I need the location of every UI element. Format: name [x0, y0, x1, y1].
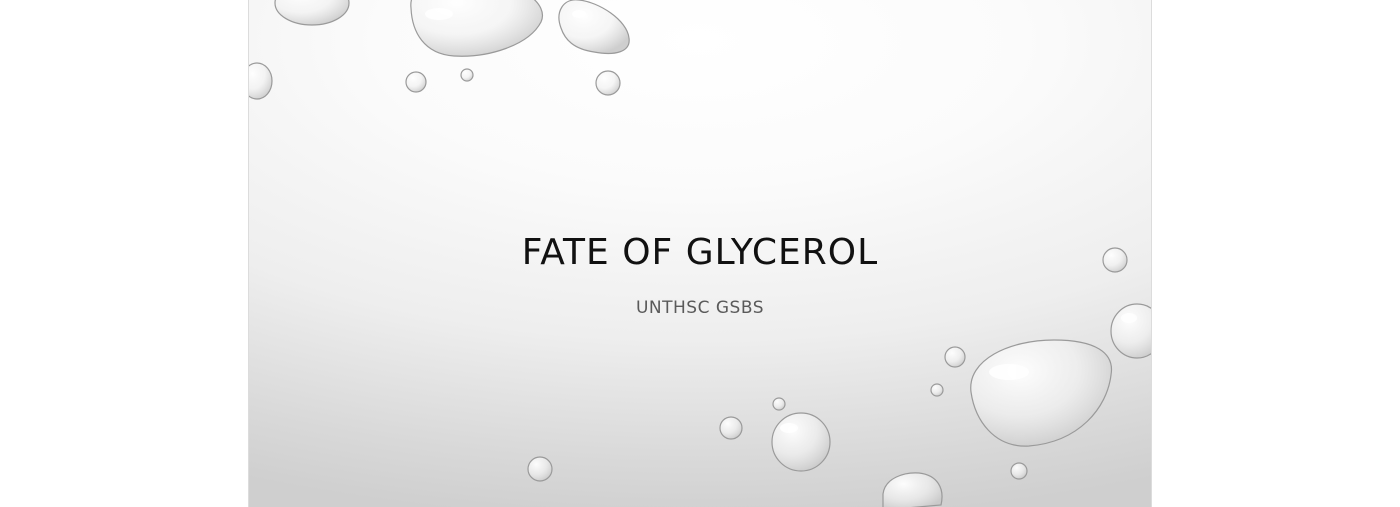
slide-subtitle: UNTHSC GSBS — [635, 298, 764, 318]
title-slide: FATE OF GLYCEROL UNTHSC GSBS — [249, 0, 1151, 507]
water-droplets-decoration — [249, 0, 1151, 507]
slide-title: FATE OF GLYCEROL — [521, 232, 879, 273]
